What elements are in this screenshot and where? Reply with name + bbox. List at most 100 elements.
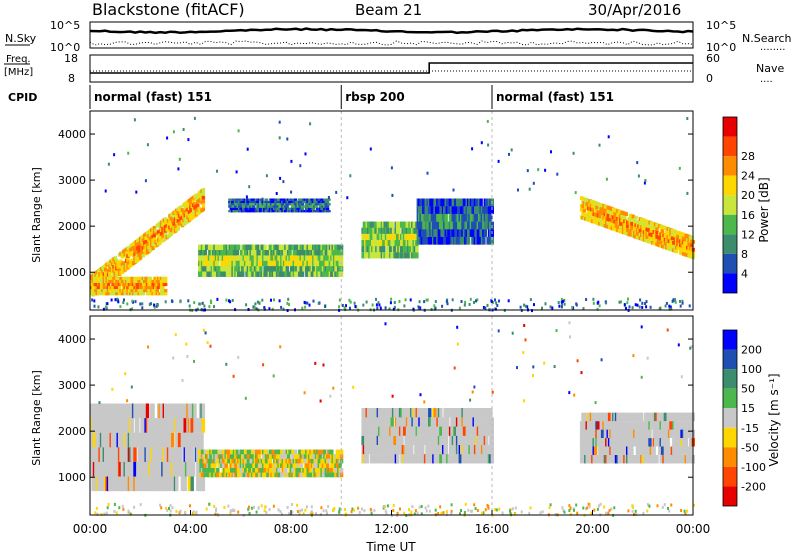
data-cell xyxy=(260,504,263,508)
data-cell xyxy=(90,276,94,280)
data-cell xyxy=(97,276,101,280)
data-cell xyxy=(300,207,305,210)
data-cell xyxy=(233,207,238,210)
data-cell xyxy=(227,449,231,455)
data-cell xyxy=(645,235,649,239)
data-cell xyxy=(307,458,312,464)
data-cell xyxy=(133,276,137,280)
data-cell xyxy=(459,512,461,516)
data-cell xyxy=(366,426,371,436)
data-cell xyxy=(228,266,232,272)
data-cell xyxy=(490,236,494,245)
data-cell xyxy=(206,266,210,272)
data-cell xyxy=(330,260,334,267)
data-cell xyxy=(563,302,566,306)
data-cell xyxy=(490,299,493,303)
data-cell xyxy=(216,297,219,301)
data-cell xyxy=(517,188,519,192)
data-cell xyxy=(617,455,621,464)
data-cell xyxy=(175,476,179,492)
data-cell xyxy=(563,510,566,514)
data-cell xyxy=(261,197,264,201)
data-cell xyxy=(255,449,259,455)
data-cell xyxy=(620,218,624,223)
noise-left-tick-bot: 10^0 xyxy=(50,41,80,54)
data-cell xyxy=(104,271,108,276)
data-cell xyxy=(307,198,312,201)
data-cell xyxy=(519,305,522,309)
data-cell xyxy=(667,506,669,510)
data-cell xyxy=(245,195,248,199)
data-cell xyxy=(555,329,558,333)
data-cell xyxy=(568,504,571,508)
data-cell xyxy=(476,298,479,302)
data-cell xyxy=(473,503,476,507)
data-cell xyxy=(466,236,471,245)
data-cell xyxy=(124,403,129,419)
data-cell xyxy=(388,307,391,311)
data-cell xyxy=(593,208,598,213)
data-cell xyxy=(416,511,419,515)
data-cell xyxy=(358,511,361,514)
noise-sky-label: N.Sky xyxy=(5,32,37,45)
data-cell xyxy=(298,458,302,464)
noise-right-tick-bot: 10^0 xyxy=(706,41,736,54)
data-cell xyxy=(325,207,330,210)
data-cell xyxy=(636,161,639,165)
data-cell xyxy=(528,187,531,191)
data-cell xyxy=(322,509,325,513)
data-cell xyxy=(321,271,326,277)
data-cell xyxy=(516,366,518,370)
data-cell xyxy=(623,303,626,307)
data-cell xyxy=(573,393,576,397)
data-cell xyxy=(484,306,487,310)
data-cell xyxy=(369,252,373,259)
data-cell xyxy=(644,219,648,223)
data-cell xyxy=(179,403,183,419)
data-cell xyxy=(412,307,415,311)
data-cell xyxy=(196,418,200,433)
data-cell xyxy=(686,191,689,195)
data-cell xyxy=(403,304,406,308)
data-cell xyxy=(93,304,96,308)
data-cell xyxy=(483,408,488,418)
colorbar-cell xyxy=(723,156,737,176)
data-cell xyxy=(469,398,472,402)
data-cell xyxy=(201,207,206,212)
data-cell xyxy=(106,302,109,306)
data-cell xyxy=(648,429,652,438)
data-cell xyxy=(573,508,575,512)
data-cell xyxy=(460,300,463,303)
data-cell xyxy=(92,432,97,448)
data-cell xyxy=(598,504,600,508)
data-cell xyxy=(598,210,602,215)
data-cell xyxy=(346,196,349,200)
data-cell xyxy=(298,512,301,516)
data-cell xyxy=(642,511,645,515)
data-cell xyxy=(250,207,254,210)
data-cell xyxy=(130,385,133,389)
data-cell xyxy=(229,207,233,210)
data-cell xyxy=(379,240,383,247)
data-cell xyxy=(487,236,492,245)
data-cell xyxy=(400,417,404,427)
data-cell xyxy=(220,244,224,250)
data-cell xyxy=(278,244,283,250)
data-cell xyxy=(339,250,344,256)
data-cell xyxy=(592,429,596,438)
data-cell xyxy=(524,338,527,342)
data-cell xyxy=(148,302,151,306)
data-cell xyxy=(108,279,112,283)
data-cell xyxy=(285,266,289,272)
data-cell xyxy=(419,393,422,397)
data-cell xyxy=(169,232,173,236)
data-cell xyxy=(323,244,327,250)
data-cell xyxy=(678,166,681,170)
data-cell xyxy=(228,299,230,303)
data-cell xyxy=(371,435,375,445)
data-cell xyxy=(390,252,394,259)
data-cell xyxy=(145,403,150,419)
data-cell xyxy=(680,446,684,455)
data-cell xyxy=(282,180,285,184)
